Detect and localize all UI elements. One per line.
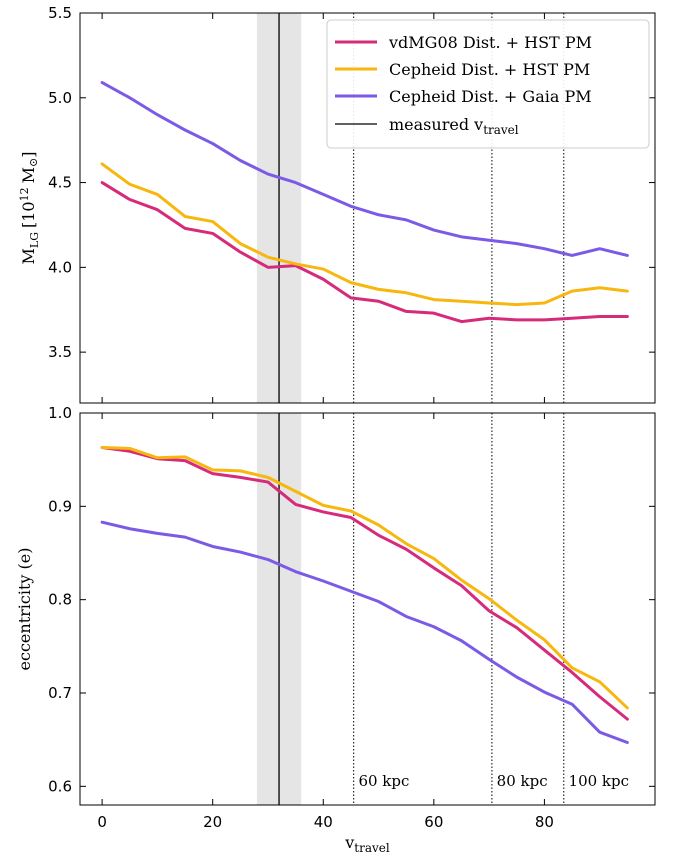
- top-ylabel-part: [10: [19, 201, 38, 228]
- xtick-label: 60: [424, 813, 443, 831]
- ytick-label: 0.8: [48, 591, 72, 609]
- xlabel: vtravel: [344, 833, 390, 855]
- axes-frame: [79, 412, 656, 806]
- bottom-ylabel: eccentricity (e): [15, 548, 34, 671]
- legend-measured-sub: travel: [483, 123, 519, 137]
- ytick-label: 1.0: [48, 404, 72, 422]
- xlabel-sub: travel: [354, 841, 390, 855]
- legend-measured-main: measured v: [389, 115, 483, 134]
- legend-entry: Cepheid Dist. + Gaia PM: [389, 87, 592, 106]
- ytick-label: 5.0: [48, 89, 72, 107]
- ytick-label: 5.5: [48, 4, 72, 22]
- xtick-label: 80: [535, 813, 554, 831]
- legend-entry: Cepheid Dist. + HST PM: [389, 60, 590, 79]
- series-line-0: [100, 181, 629, 324]
- legend-entry: vdMG08 Dist. + HST PM: [388, 33, 592, 52]
- xlabel-main: v: [344, 833, 354, 852]
- legend-entry-measured: measured vtravel: [389, 115, 519, 137]
- ytick-label: 4.0: [48, 258, 72, 276]
- top-ylabel-part: M: [19, 167, 38, 183]
- xtick-label: 0: [97, 813, 107, 831]
- series-line-1: [100, 162, 629, 307]
- top-ylabel: MLG[1012M⊙]: [18, 152, 41, 265]
- distance-annotation: 80 kpc: [497, 772, 548, 790]
- ytick-label: 4.5: [48, 174, 72, 192]
- top-panel-mass: 3.5 4.0 4.5 5.0 5.5: [48, 4, 656, 404]
- ytick-label: 3.5: [48, 343, 72, 361]
- legend: vdMG08 Dist. + HST PM Cepheid Dist. + HST…: [326, 19, 650, 149]
- series-line-2: [100, 81, 629, 257]
- ytick-label: 0.7: [48, 684, 72, 702]
- series-line-0: [100, 446, 629, 721]
- top-ylabel-part: 12: [18, 187, 31, 201]
- axis-labels: MLG[1012M⊙]eccentricity (e)vtravel: [15, 152, 390, 855]
- top-ylabel-part: LG: [28, 232, 41, 248]
- series-line-2: [100, 520, 629, 744]
- legend-box: [326, 19, 650, 149]
- top-ylabel-part: ⊙: [27, 158, 40, 167]
- bottom-panel-eccentricity: 0.6 0.7 0.8 0.9 1.0 0 20 40 60 80 60 kpc 80 kpc 100 …: [48, 404, 656, 831]
- xtick-label: 40: [314, 813, 333, 831]
- distance-annotation: 100 kpc: [569, 772, 630, 790]
- distance-annotation: 60 kpc: [358, 772, 409, 790]
- ytick-label: 0.6: [48, 777, 72, 795]
- series-line-1: [100, 446, 629, 710]
- ytick-label: 0.9: [48, 497, 72, 515]
- xtick-label: 20: [203, 813, 222, 831]
- axes-frame: [79, 12, 656, 404]
- top-ylabel-part: M: [19, 248, 38, 264]
- top-ylabel-part: ]: [19, 152, 38, 158]
